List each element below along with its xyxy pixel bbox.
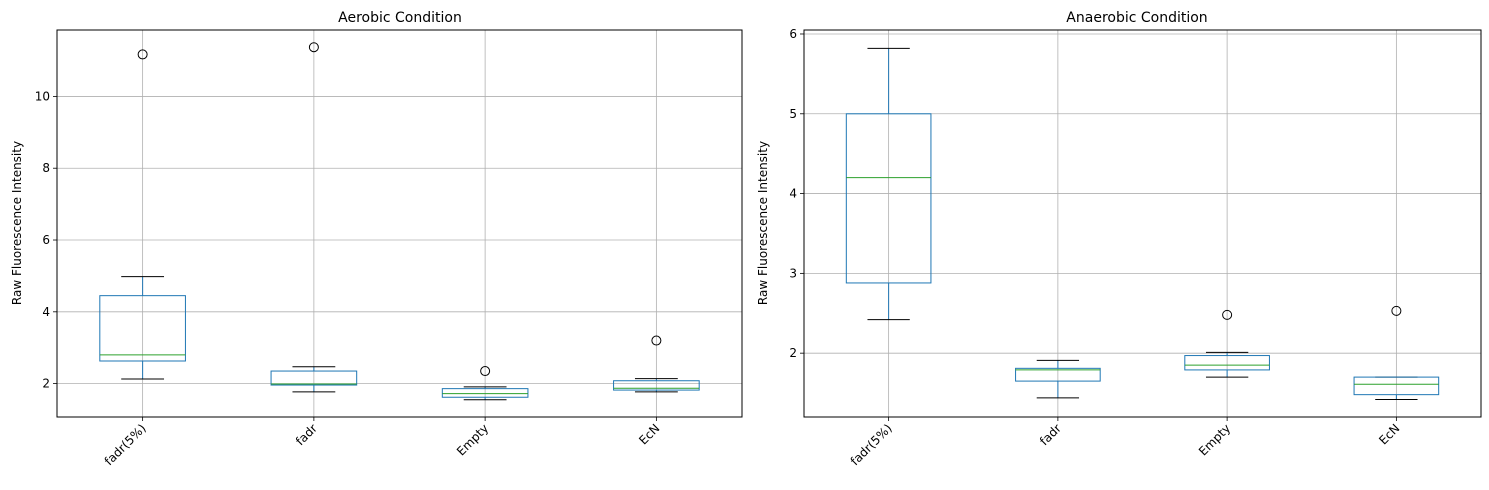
y-tick-label: 5	[789, 107, 797, 121]
plot-frame	[56, 29, 743, 418]
box	[1184, 355, 1270, 371]
chart-title: Anaerobic Condition	[1066, 10, 1207, 26]
y-tick-label: 3	[789, 266, 797, 280]
x-tick-label: fadr	[1037, 421, 1064, 448]
y-tick-label: 2	[789, 346, 797, 360]
box	[613, 380, 700, 391]
grid	[804, 30, 1481, 417]
x-tick-label: EcN	[1376, 421, 1402, 447]
y-tick-label: 4	[42, 305, 50, 319]
y-tick-label: 2	[42, 377, 50, 391]
x-tick-label: fadr	[293, 421, 320, 448]
y-axis-label: Raw Fluorescence Intensity	[756, 141, 770, 305]
box-plot-fadr	[270, 42, 358, 393]
x-tick-label: fadr(5%)	[102, 421, 149, 468]
y-tick-label: 4	[789, 187, 797, 201]
box-plot-ecn	[613, 335, 700, 393]
y-tick-label: 6	[42, 233, 50, 247]
box	[270, 370, 358, 386]
box	[845, 113, 932, 284]
box-plot-fadr-5	[99, 49, 186, 380]
outlier-point	[1391, 305, 1402, 316]
box	[1353, 376, 1440, 396]
anaerobic-chart: Anaerobic Condition Raw Fluorescence Int…	[756, 10, 1482, 468]
y-axis-label: Raw Fluorescence Intensity	[10, 141, 24, 305]
x-tick-label: fadr(5%)	[848, 421, 895, 468]
box	[1015, 367, 1101, 382]
y-tick-label: 6	[789, 27, 797, 41]
chart-title: Aerobic Condition	[338, 10, 462, 26]
x-tick-label: EcN	[636, 421, 662, 447]
box-plot-fadr	[1015, 359, 1101, 399]
box	[99, 295, 186, 362]
x-tick-label: Empty	[1196, 421, 1233, 458]
plot-frame	[803, 29, 1482, 418]
grid	[57, 30, 742, 417]
box-plot-empty	[1184, 309, 1270, 378]
y-tick-label: 8	[42, 161, 50, 175]
box-plot-ecn	[1353, 305, 1440, 400]
y-tick-label: 10	[35, 89, 50, 103]
outlier-point	[480, 366, 491, 377]
x-tick-label: Empty	[454, 421, 491, 458]
aerobic-chart: Aerobic Condition Raw Fluorescence Inten…	[10, 10, 743, 468]
box-plot-empty	[441, 366, 529, 401]
outlier-point	[651, 335, 662, 346]
outlier-point	[137, 49, 148, 60]
outlier-point	[308, 42, 319, 53]
box	[441, 388, 529, 398]
outlier-point	[1222, 309, 1233, 320]
box-plot-fadr-5	[845, 47, 932, 321]
